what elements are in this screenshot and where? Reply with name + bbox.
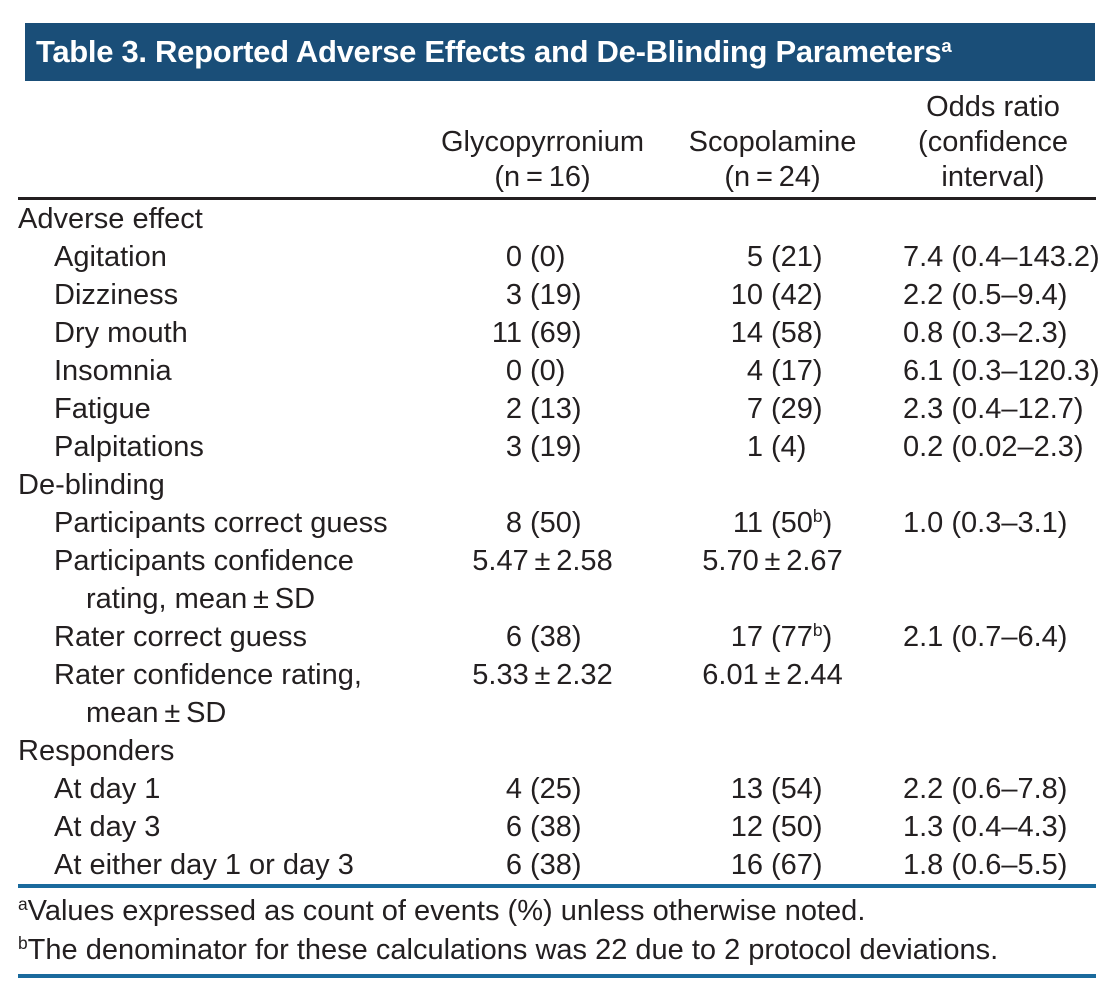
table-row: Insomnia 0 (0) 4 (17) 6.1 (0.3–120.3): [18, 352, 1100, 390]
glycopyrronium-cell: 6 (38): [505, 811, 582, 843]
row-label: At either day 1 or day 3: [54, 849, 354, 881]
table-row: Dizziness 3 (19) 10 (42) 2.2 (0.5–9.4): [18, 276, 1096, 314]
table-content: Glycopyrronium (n = 16) Scopolamine (n = 2…: [18, 90, 1100, 978]
row-label: At day 1: [54, 773, 161, 805]
glycopyrronium-cell: 3 (19): [505, 431, 582, 463]
footnote-divider-rule: [18, 884, 1096, 888]
column-header-odds-ratio: Odds ratio (confidence interval): [890, 90, 1096, 195]
header-line: interval): [941, 161, 1045, 193]
scopolamine-cell: 6.01 ± 2.44: [702, 659, 843, 691]
glycopyrronium-cell: 8 (50): [505, 507, 582, 539]
header-line: (confidence: [918, 126, 1068, 158]
table-row: rating, mean ± SD: [18, 580, 1096, 618]
row-label: Participants correct guess: [54, 507, 388, 539]
scopolamine-cell: 4 (17): [746, 355, 823, 387]
table-header-row: Glycopyrronium (n = 16) Scopolamine (n = 2…: [18, 90, 1096, 200]
table-row: Agitation 0 (0) 5 (21) 7.4 (0.4–143.2): [18, 238, 1100, 276]
odds-ratio-cell: 2.1 (0.7–6.4): [903, 621, 1068, 653]
table-row: Rater correct guess 6 (38) 17 (77b) 2.1 (0.7–…: [18, 618, 1096, 656]
header-line: Glycopyrronium: [440, 126, 645, 158]
table-body: Adverse effect Agitation 0 (0) 5 (21) 7.4 (0.4…: [18, 200, 1100, 884]
odds-ratio-cell: [890, 542, 1096, 580]
odds-ratio-cell: 1.3 (0.4–4.3): [903, 811, 1068, 843]
glycopyrronium-cell: 6 (38): [505, 621, 582, 653]
odds-ratio-cell: 0.8 (0.3–2.3): [903, 317, 1068, 349]
table-row: At either day 1 or day 3 6 (38) 16 (67) 1.8 (…: [18, 846, 1096, 884]
header-line: Scopolamine: [688, 126, 857, 158]
scopolamine-cell: 17 (77b): [730, 620, 833, 653]
row-label: Fatigue: [54, 393, 151, 425]
glycopyrronium-cell: 11 (69): [491, 317, 582, 349]
table-row: Fatigue 2 (13) 7 (29) 2.3 (0.4–12.7): [18, 390, 1096, 428]
odds-ratio-cell: 2.2 (0.6–7.8): [903, 773, 1068, 805]
scopolamine-cell: 5 (21): [746, 241, 823, 273]
table-row: Palpitations 3 (19) 1 (4) 0.2 (0.02–2.3): [18, 428, 1096, 466]
row-label: Rater confidence rating,: [54, 659, 362, 691]
scopolamine-cell: 12 (50): [730, 811, 823, 843]
section-row: De-blinding: [18, 466, 1096, 504]
row-label: Agitation: [54, 241, 167, 273]
footnote: aValues expressed as count of events (%)…: [18, 894, 866, 927]
row-label: mean ± SD: [86, 697, 227, 729]
table-title-bar: Table 3. Reported Adverse Effects and De…: [25, 23, 1095, 81]
header-line: (n = 16): [494, 161, 591, 193]
odds-ratio-cell: 7.4 (0.4–143.2): [903, 241, 1100, 273]
glycopyrronium-cell: 2 (13): [505, 393, 582, 425]
glycopyrronium-cell: 0 (0): [505, 241, 566, 273]
table-row: mean ± SD: [18, 694, 1096, 732]
odds-ratio-cell: 2.2 (0.5–9.4): [903, 279, 1068, 311]
scopolamine-cell: 11 (50b): [732, 506, 833, 539]
row-label: Rater correct guess: [54, 621, 308, 653]
row-label: Dizziness: [54, 279, 179, 311]
table-row: Dry mouth 11 (69) 14 (58) 0.8 (0.3–2.3): [18, 314, 1096, 352]
row-label: Insomnia: [54, 355, 172, 387]
glycopyrronium-cell: 3 (19): [505, 279, 582, 311]
table-row: Rater confidence rating, 5.33 ± 2.32 6.01 …: [18, 656, 1096, 694]
table-title: Table 3. Reported Adverse Effects and De…: [36, 34, 952, 69]
row-label: Responders: [18, 735, 175, 767]
footnotes: aValues expressed as count of events (%)…: [18, 892, 1096, 970]
scopolamine-cell: 1 (4): [746, 431, 807, 463]
glycopyrronium-cell: 6 (38): [505, 849, 582, 881]
odds-ratio-cell: 6.1 (0.3–120.3): [903, 355, 1100, 387]
glycopyrronium-cell: 0 (0): [505, 355, 566, 387]
row-label: De-blinding: [18, 469, 165, 501]
table-row: At day 1 4 (25) 13 (54) 2.2 (0.6–7.8): [18, 770, 1096, 808]
scopolamine-cell: 16 (67): [730, 849, 823, 881]
table-row: Participants correct guess 8 (50) 11 (50b) 1.…: [18, 504, 1096, 542]
row-label: Adverse effect: [18, 203, 203, 235]
column-header-glycopyrronium: Glycopyrronium (n = 16): [430, 125, 655, 195]
footnote: bThe denominator for these calculations …: [18, 933, 999, 966]
section-row: Responders: [18, 732, 1096, 770]
odds-ratio-cell: 0.2 (0.02–2.3): [903, 431, 1084, 463]
row-label: Participants confidence: [54, 545, 354, 577]
glycopyrronium-cell: 4 (25): [505, 773, 582, 805]
row-label: Palpitations: [54, 431, 204, 463]
table-row: Participants confidence 5.47 ± 2.58 5.70 ±…: [18, 542, 1096, 580]
header-line: (n = 24): [724, 161, 821, 193]
scopolamine-cell: 10 (42): [730, 279, 823, 311]
odds-ratio-cell: [890, 656, 1096, 694]
row-label: Dry mouth: [54, 317, 188, 349]
header-line: Odds ratio: [926, 91, 1060, 123]
scopolamine-cell: 13 (54): [730, 773, 823, 805]
scopolamine-cell: 7 (29): [746, 393, 823, 425]
section-row: Adverse effect: [18, 200, 1096, 238]
table-row: At day 3 6 (38) 12 (50) 1.3 (0.4–4.3): [18, 808, 1096, 846]
odds-ratio-cell: 1.8 (0.6–5.5): [903, 849, 1068, 881]
odds-ratio-cell: 1.0 (0.3–3.1): [903, 507, 1068, 539]
glycopyrronium-cell: 5.33 ± 2.32: [472, 659, 613, 691]
column-header-scopolamine: Scopolamine (n = 24): [655, 125, 890, 195]
row-label: rating, mean ± SD: [86, 583, 316, 615]
row-label: At day 3: [54, 811, 161, 843]
scopolamine-cell: 5.70 ± 2.67: [702, 545, 843, 577]
odds-ratio-cell: 2.3 (0.4–12.7): [903, 393, 1084, 425]
glycopyrronium-cell: 5.47 ± 2.58: [472, 545, 613, 577]
bottom-rule: [18, 974, 1096, 978]
scopolamine-cell: 14 (58): [730, 317, 823, 349]
